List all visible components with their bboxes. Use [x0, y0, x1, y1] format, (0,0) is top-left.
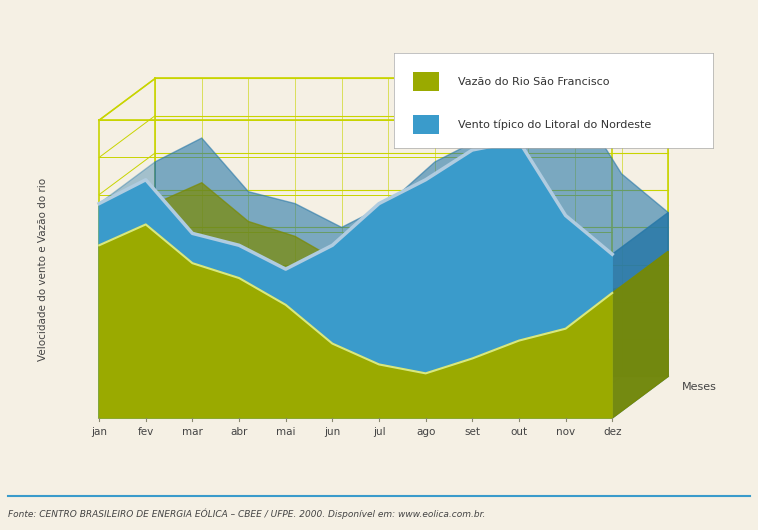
- Text: jun: jun: [324, 427, 340, 437]
- Polygon shape: [612, 213, 669, 418]
- Polygon shape: [99, 162, 155, 418]
- Polygon shape: [99, 224, 612, 418]
- Text: ago: ago: [416, 427, 435, 437]
- Text: Vazão do Rio São Francisco: Vazão do Rio São Francisco: [458, 77, 609, 86]
- Text: Vento típico do Litoral do Nordeste: Vento típico do Litoral do Nordeste: [458, 119, 651, 130]
- Text: mai: mai: [276, 427, 296, 437]
- Polygon shape: [99, 141, 612, 418]
- Polygon shape: [155, 78, 669, 376]
- Text: Velocidade do vento e Vazão do rio: Velocidade do vento e Vazão do rio: [38, 178, 49, 361]
- Text: nov: nov: [556, 427, 575, 437]
- Polygon shape: [155, 99, 669, 376]
- Text: Meses: Meses: [682, 382, 717, 392]
- Text: out: out: [510, 427, 528, 437]
- Bar: [413, 115, 439, 134]
- Text: abr: abr: [230, 427, 248, 437]
- Polygon shape: [155, 183, 669, 376]
- Text: mar: mar: [182, 427, 203, 437]
- Text: set: set: [465, 427, 481, 437]
- Text: dez: dez: [603, 427, 622, 437]
- Text: Fonte: CENTRO BRASILEIRO DE ENERGIA EÓLICA – CBEE / UFPE. 2000. Disponível em: w: Fonte: CENTRO BRASILEIRO DE ENERGIA EÓLI…: [8, 508, 485, 519]
- Polygon shape: [99, 204, 155, 418]
- Text: fev: fev: [138, 427, 154, 437]
- Text: jul: jul: [373, 427, 385, 437]
- Text: jan: jan: [91, 427, 107, 437]
- Polygon shape: [612, 251, 669, 418]
- Bar: [413, 72, 439, 91]
